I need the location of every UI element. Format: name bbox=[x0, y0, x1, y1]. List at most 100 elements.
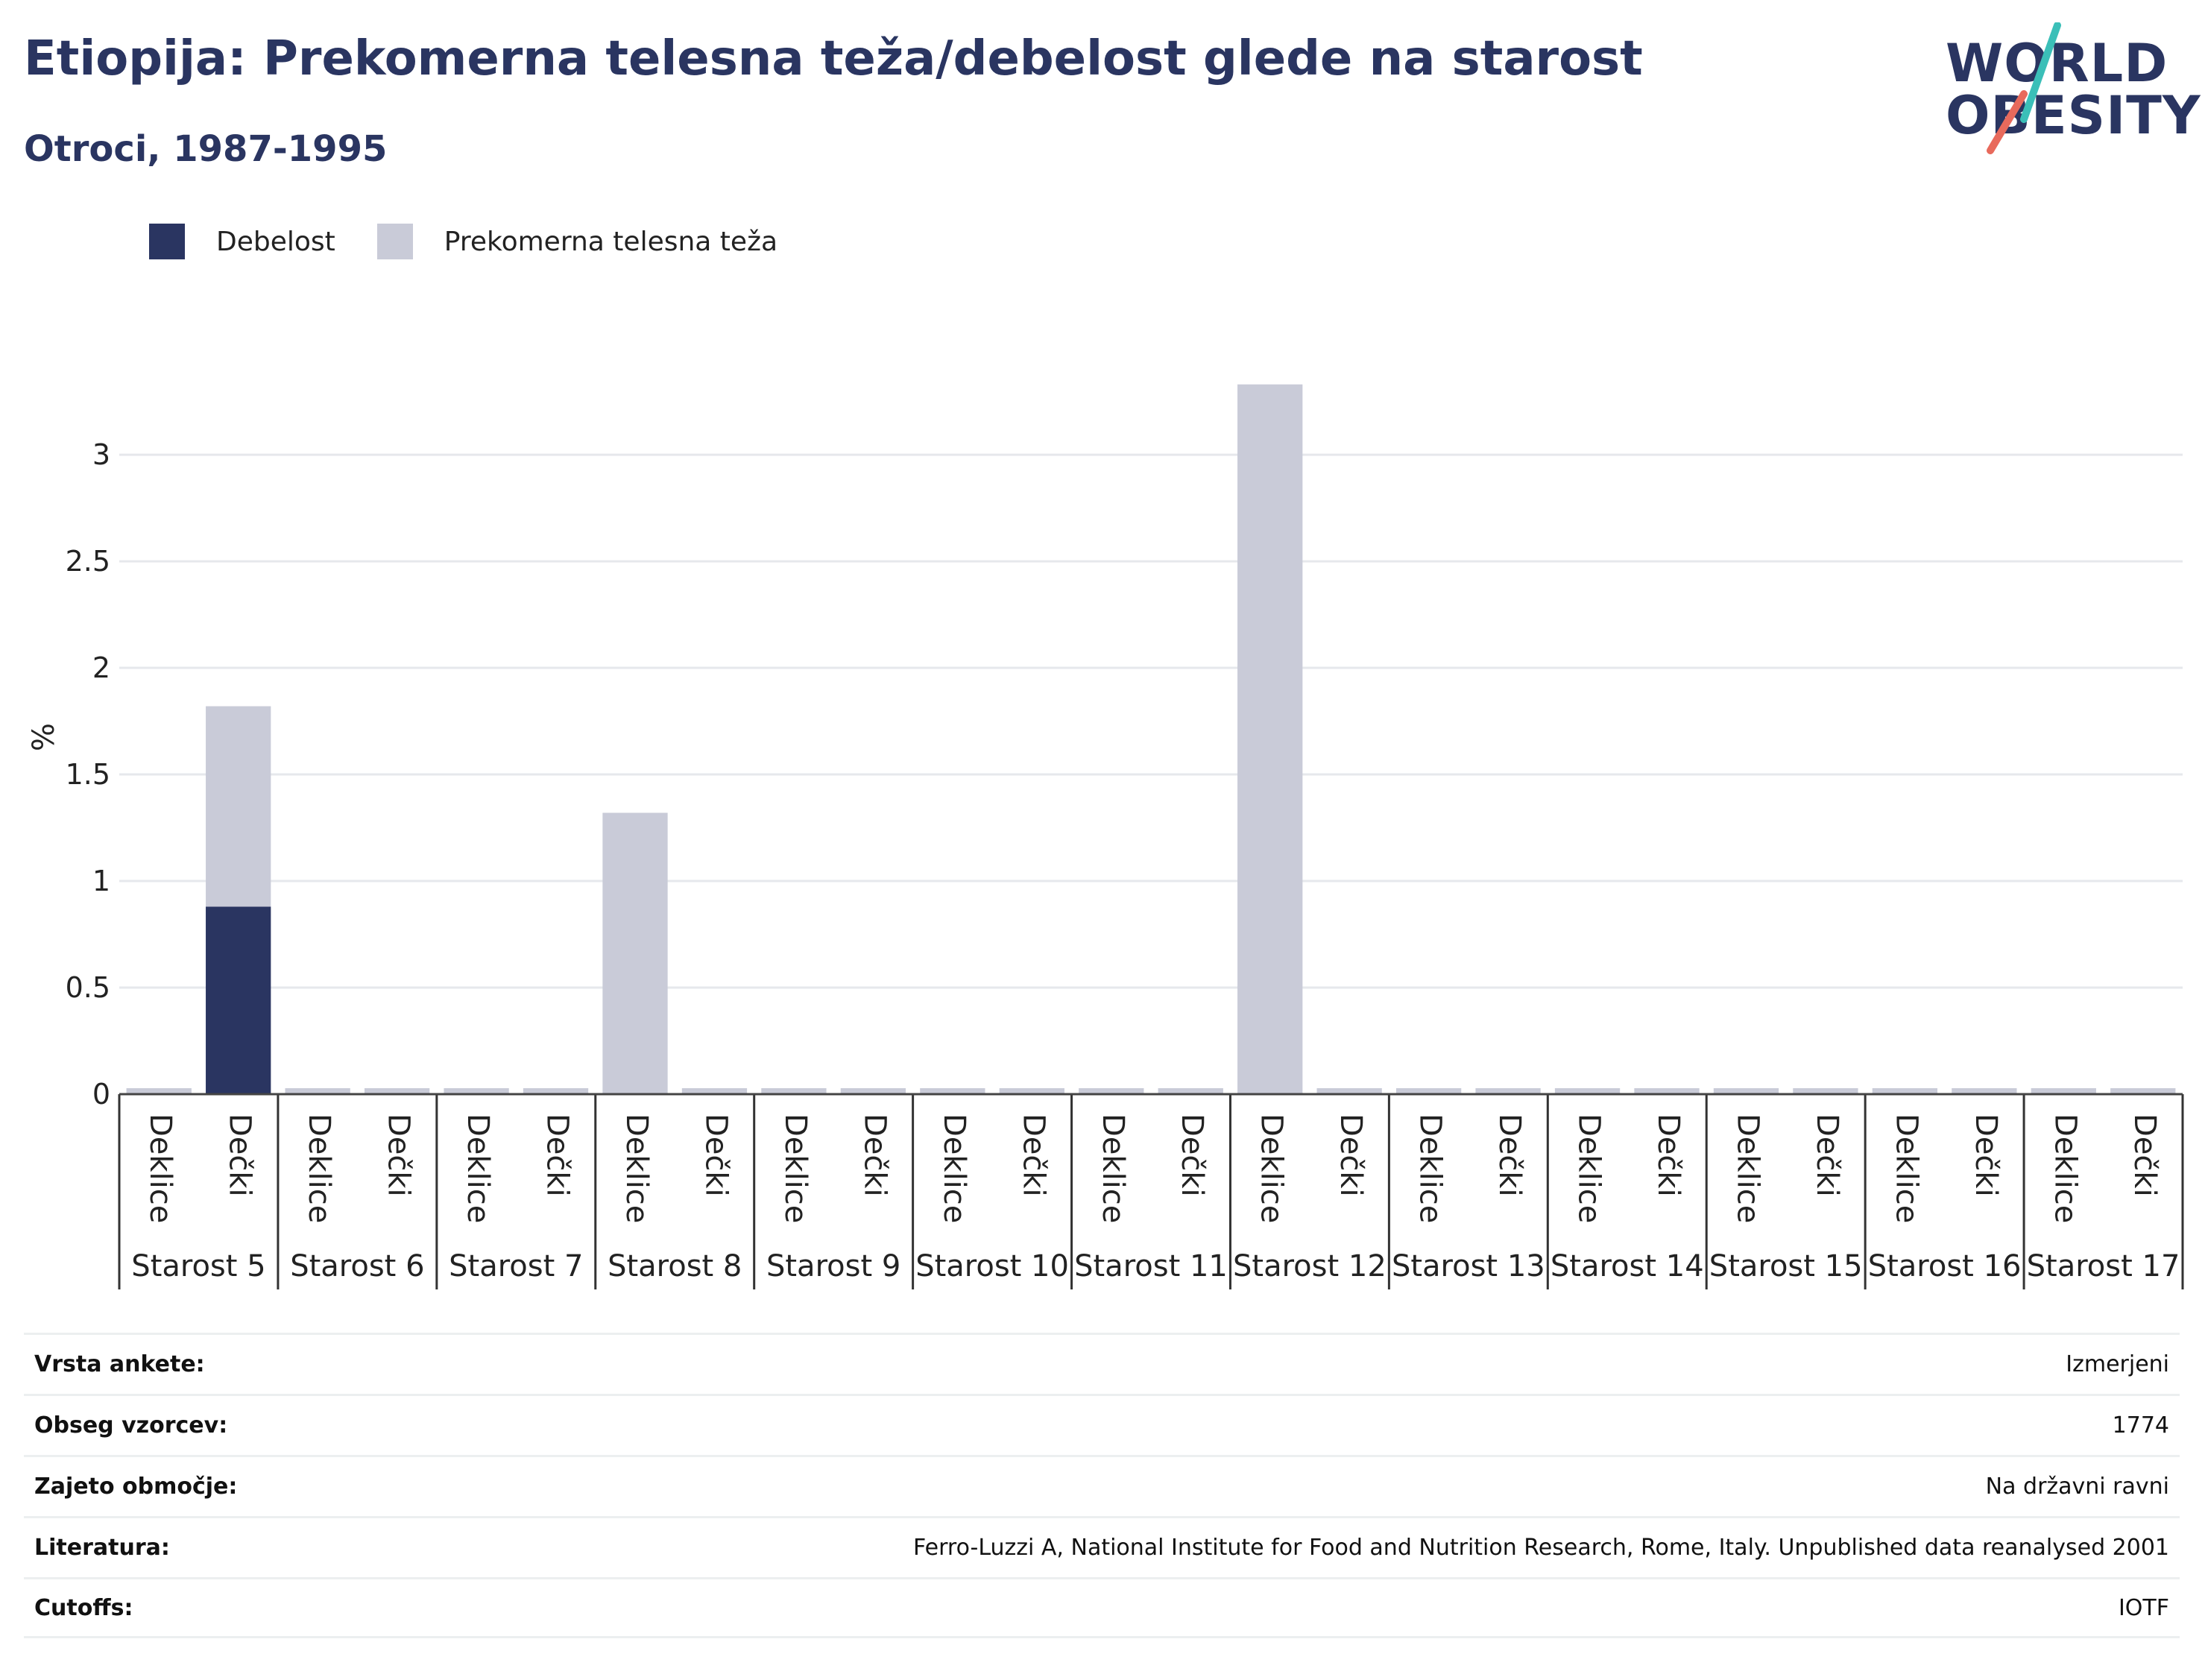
x-subcategory-label: Deklice bbox=[1096, 1114, 1130, 1223]
bar-zero-marker bbox=[999, 1088, 1064, 1094]
legend-item-obesity[interactable]: Debelost bbox=[149, 224, 335, 259]
bar-zero-marker bbox=[920, 1088, 985, 1094]
logo-stripe-icon bbox=[1987, 22, 2061, 154]
info-value: 1774 bbox=[2112, 1412, 2169, 1439]
x-subcategory-label: Deklice bbox=[1730, 1114, 1764, 1223]
bar-zero-marker bbox=[2031, 1088, 2096, 1094]
legend-item-overweight[interactable]: Prekomerna telesna teža bbox=[376, 224, 778, 259]
info-label: Literatura: bbox=[34, 1535, 170, 1561]
x-subcategory-label: Dečki bbox=[1175, 1114, 1209, 1197]
y-tick-label: 1.5 bbox=[66, 758, 110, 791]
y-tick-label: 0.5 bbox=[66, 971, 110, 1004]
y-tick-label: 3 bbox=[92, 438, 110, 471]
bar-overweight bbox=[602, 812, 668, 1094]
bar-zero-marker bbox=[1158, 1088, 1223, 1094]
x-subcategory-label: Deklice bbox=[2048, 1114, 2082, 1223]
x-group-label: Starost 13 bbox=[1392, 1249, 1545, 1283]
x-subcategory-label: Dečki bbox=[540, 1114, 575, 1197]
bar-zero-marker bbox=[126, 1088, 192, 1094]
bar-zero-marker bbox=[761, 1088, 827, 1094]
x-subcategory-label: Deklice bbox=[143, 1114, 177, 1223]
x-group-label: Starost 8 bbox=[608, 1249, 742, 1283]
bar-zero-marker bbox=[1395, 1088, 1462, 1094]
x-subcategory-label: Dečki bbox=[1969, 1114, 2003, 1197]
info-row-cutoffs: Cutoffs: IOTF bbox=[24, 1577, 2180, 1638]
x-subcategory-label: Dečki bbox=[223, 1114, 257, 1197]
bar-zero-marker bbox=[840, 1088, 906, 1094]
x-group-label: Starost 16 bbox=[1868, 1249, 2022, 1283]
info-value: IOTF bbox=[2118, 1594, 2169, 1621]
info-row-coverage: Zajeto območje: Na državni ravni bbox=[24, 1455, 2180, 1516]
x-subcategory-label: Dečki bbox=[698, 1114, 733, 1197]
x-subcategory-label: Dečki bbox=[1016, 1114, 1050, 1197]
info-value: Na državni ravni bbox=[1985, 1474, 2169, 1500]
info-label: Vrsta ankete: bbox=[34, 1351, 205, 1377]
info-label: Cutoffs: bbox=[34, 1594, 133, 1621]
y-tick-label: 2 bbox=[92, 651, 110, 684]
x-group-label: Starost 5 bbox=[131, 1249, 265, 1283]
info-row-sample-size: Obseg vzorcev: 1774 bbox=[24, 1394, 2180, 1455]
bar-zero-marker bbox=[1475, 1088, 1541, 1094]
y-axis-label: % bbox=[27, 723, 61, 751]
bar-zero-marker bbox=[681, 1088, 748, 1094]
x-subcategory-label: Deklice bbox=[1413, 1114, 1448, 1223]
page-title: Etiopija: Prekomerna telesna teža/debelo… bbox=[24, 31, 1643, 86]
x-subcategory-label: Deklice bbox=[461, 1114, 495, 1223]
x-subcategory-label: Dečki bbox=[1810, 1114, 1844, 1197]
legend-label-overweight: Prekomerna telesna teža bbox=[444, 226, 778, 257]
bar-overweight bbox=[1237, 384, 1303, 1094]
bar-zero-marker bbox=[444, 1088, 509, 1094]
y-tick-label: 2.5 bbox=[66, 545, 110, 578]
logo-text-line1: WORLD bbox=[1946, 33, 2168, 94]
x-subcategory-label: Dečki bbox=[382, 1114, 416, 1197]
bar-zero-marker bbox=[1634, 1088, 1700, 1094]
x-subcategory-label: Deklice bbox=[1572, 1114, 1606, 1223]
x-group-label: Starost 15 bbox=[1709, 1249, 1863, 1283]
x-group-label: Starost 11 bbox=[1074, 1249, 1228, 1283]
bar-zero-marker bbox=[523, 1088, 589, 1094]
page-subtitle: Otroci, 1987-1995 bbox=[24, 128, 388, 170]
bar-obesity bbox=[206, 906, 271, 1094]
bar-zero-marker bbox=[1079, 1088, 1144, 1094]
x-group-label: Starost 9 bbox=[766, 1249, 900, 1283]
info-label: Obseg vzorcev: bbox=[34, 1412, 228, 1439]
bar-overweight bbox=[206, 706, 271, 907]
x-group-label: Starost 7 bbox=[449, 1249, 583, 1283]
info-value: Ferro-Luzzi A, National Institute for Fo… bbox=[913, 1535, 2169, 1561]
x-group-label: Starost 6 bbox=[290, 1249, 424, 1283]
info-row-reference: Literatura: Ferro-Luzzi A, National Inst… bbox=[24, 1516, 2180, 1577]
x-subcategory-label: Deklice bbox=[1889, 1114, 1923, 1223]
info-value: Izmerjeni bbox=[2066, 1351, 2169, 1377]
chart-legend: Debelost Prekomerna telesna teža bbox=[149, 224, 819, 259]
x-group-label: Starost 10 bbox=[915, 1249, 1069, 1283]
x-subcategory-label: Deklice bbox=[937, 1114, 971, 1223]
x-subcategory-label: Deklice bbox=[302, 1114, 336, 1223]
x-subcategory-label: Deklice bbox=[1255, 1114, 1289, 1223]
y-tick-label: 0 bbox=[92, 1078, 110, 1111]
x-group-label: Starost 12 bbox=[1233, 1249, 1387, 1283]
x-subcategory-label: Dečki bbox=[1492, 1114, 1527, 1197]
info-row-survey-type: Vrsta ankete: Izmerjeni bbox=[24, 1333, 2180, 1394]
x-subcategory-label: Dečki bbox=[1334, 1114, 1368, 1197]
legend-swatch-overweight bbox=[376, 224, 413, 259]
bar-zero-marker bbox=[285, 1088, 350, 1094]
bar-chart: 0 0.5 1 1.5 2 2.5 3% Deklice Dečki Starost 5 Dekli… bbox=[27, 384, 2184, 1289]
legend-swatch-obesity bbox=[149, 224, 185, 259]
x-subcategory-label: Dečki bbox=[1651, 1114, 1685, 1197]
bar-zero-marker bbox=[2110, 1088, 2176, 1094]
bar-zero-marker bbox=[1554, 1088, 1621, 1094]
bar-zero-marker bbox=[1872, 1088, 1938, 1094]
bar-zero-marker bbox=[364, 1088, 430, 1094]
x-subcategory-label: Dečki bbox=[2127, 1114, 2162, 1197]
world-obesity-logo: WORLD OBESITY bbox=[1946, 22, 2201, 157]
x-group-label: Starost 17 bbox=[2027, 1249, 2180, 1283]
bar-zero-marker bbox=[1713, 1088, 1779, 1094]
survey-info-table: Vrsta ankete: Izmerjeni Obseg vzorcev: 1… bbox=[24, 1333, 2180, 1638]
x-subcategory-label: Deklice bbox=[778, 1114, 813, 1223]
legend-label-obesity: Debelost bbox=[216, 226, 335, 257]
bar-zero-marker bbox=[1952, 1088, 2017, 1094]
logo-text-line2: OBESITY bbox=[1946, 85, 2201, 146]
bar-zero-marker bbox=[1316, 1088, 1382, 1094]
x-group-label: Starost 14 bbox=[1551, 1249, 1704, 1283]
bar-zero-marker bbox=[1793, 1088, 1858, 1094]
